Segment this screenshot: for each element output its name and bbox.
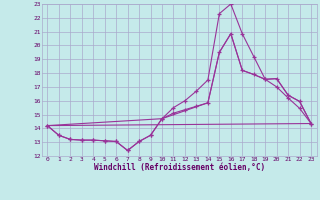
X-axis label: Windchill (Refroidissement éolien,°C): Windchill (Refroidissement éolien,°C)	[94, 163, 265, 172]
